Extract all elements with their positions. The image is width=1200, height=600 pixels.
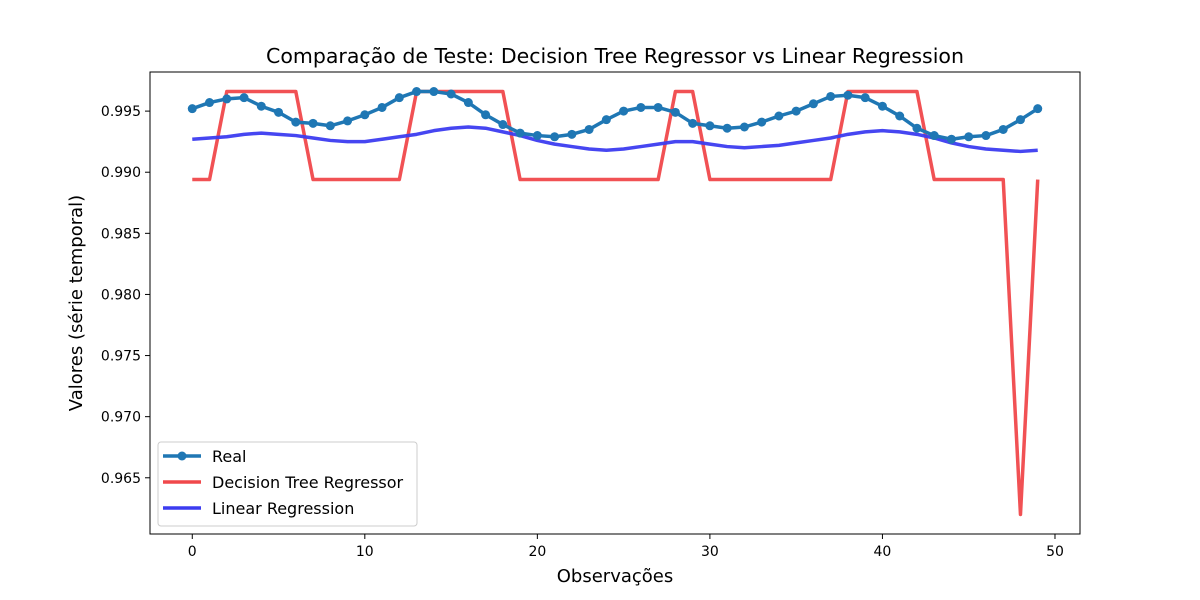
legend: Real Decision Tree Regressor Linear Regr…	[157, 441, 418, 527]
series-line-linear-regression	[192, 125, 1038, 154]
data-point-real	[463, 98, 473, 108]
data-point-real	[774, 111, 784, 121]
data-point-real	[998, 124, 1008, 134]
data-point-real	[791, 106, 801, 116]
legend-item-real: Real	[163, 447, 247, 466]
y-tick-label: 0.965	[101, 471, 141, 487]
x-tick-label: 10	[356, 544, 374, 560]
y-tick-label: 0.985	[101, 226, 141, 242]
data-point-real	[567, 129, 577, 139]
data-point-real	[187, 104, 197, 114]
data-point-real	[239, 93, 249, 103]
y-tick-label: 0.995	[101, 104, 141, 120]
data-point-real	[274, 107, 284, 117]
x-tick-label: 40	[874, 544, 892, 560]
data-point-real	[601, 115, 611, 125]
data-point-real	[981, 131, 991, 141]
data-point-real	[653, 102, 663, 112]
data-point-real	[429, 87, 439, 97]
data-point-real	[912, 123, 922, 133]
y-axis-label: Valores (série temporal)	[66, 195, 87, 411]
data-point-real	[515, 128, 525, 138]
data-point-real	[860, 93, 870, 103]
y-tick-label: 0.980	[101, 287, 141, 303]
data-point-real	[636, 102, 646, 112]
data-point-real	[1033, 104, 1043, 114]
x-tick-label: 30	[701, 544, 719, 560]
data-point-real	[308, 118, 318, 128]
data-point-real	[688, 118, 698, 128]
plot-frame	[149, 71, 1081, 535]
data-point-real	[964, 132, 974, 142]
data-point-real	[532, 131, 542, 141]
data-point-real	[929, 131, 939, 141]
data-point-real	[205, 98, 215, 108]
data-point-real	[670, 107, 680, 117]
data-point-real	[877, 101, 887, 111]
y-axis-ticks: 0.965 0.970 0.975 0.980 0.985 0.990 0.995	[101, 104, 150, 487]
data-point-real	[446, 89, 456, 99]
legend-frame	[157, 441, 418, 527]
x-tick-label: 20	[528, 544, 546, 560]
legend-label-decision-tree: Decision Tree Regressor	[212, 473, 404, 492]
data-point-real	[550, 132, 560, 142]
data-point-real	[394, 93, 404, 103]
data-point-real	[1015, 115, 1025, 125]
data-point-real	[498, 120, 508, 130]
data-point-real	[895, 111, 905, 121]
data-point-real	[360, 110, 370, 120]
data-point-real	[843, 90, 853, 100]
data-point-real	[325, 121, 335, 131]
chart-title: Comparação de Teste: Decision Tree Regre…	[266, 44, 964, 68]
x-axis-label: Observações	[557, 566, 674, 587]
series-line-decision-tree-regressor	[192, 89, 1040, 517]
data-point-real	[222, 94, 232, 104]
legend-item-linear-regression: Linear Regression	[163, 499, 354, 518]
data-point-real	[412, 87, 422, 97]
data-point-real	[377, 102, 387, 112]
x-tick-label: 0	[188, 544, 197, 560]
data-point-real	[826, 91, 836, 101]
y-tick-label: 0.970	[101, 410, 141, 426]
y-tick-label: 0.975	[101, 349, 141, 365]
data-point-real	[808, 99, 818, 109]
series-group	[187, 87, 1043, 517]
data-point-real	[584, 124, 594, 134]
data-point-real	[739, 122, 749, 132]
legend-item-decision-tree: Decision Tree Regressor	[163, 473, 404, 492]
legend-label-real: Real	[212, 447, 247, 466]
data-point-real	[343, 116, 353, 126]
data-point-real	[722, 123, 732, 133]
legend-marker-real	[177, 451, 187, 461]
data-point-real	[291, 117, 301, 127]
data-point-real	[256, 101, 266, 111]
x-tick-label: 50	[1046, 544, 1064, 560]
data-point-real	[705, 121, 715, 131]
y-tick-label: 0.990	[101, 165, 141, 181]
data-point-real	[757, 117, 767, 127]
data-point-real	[481, 110, 491, 120]
x-axis-ticks: 0 10 20 30 40 50	[188, 534, 1064, 560]
legend-label-linear-regression: Linear Regression	[212, 499, 354, 518]
data-point-real	[619, 106, 629, 116]
data-point-real	[946, 134, 956, 144]
